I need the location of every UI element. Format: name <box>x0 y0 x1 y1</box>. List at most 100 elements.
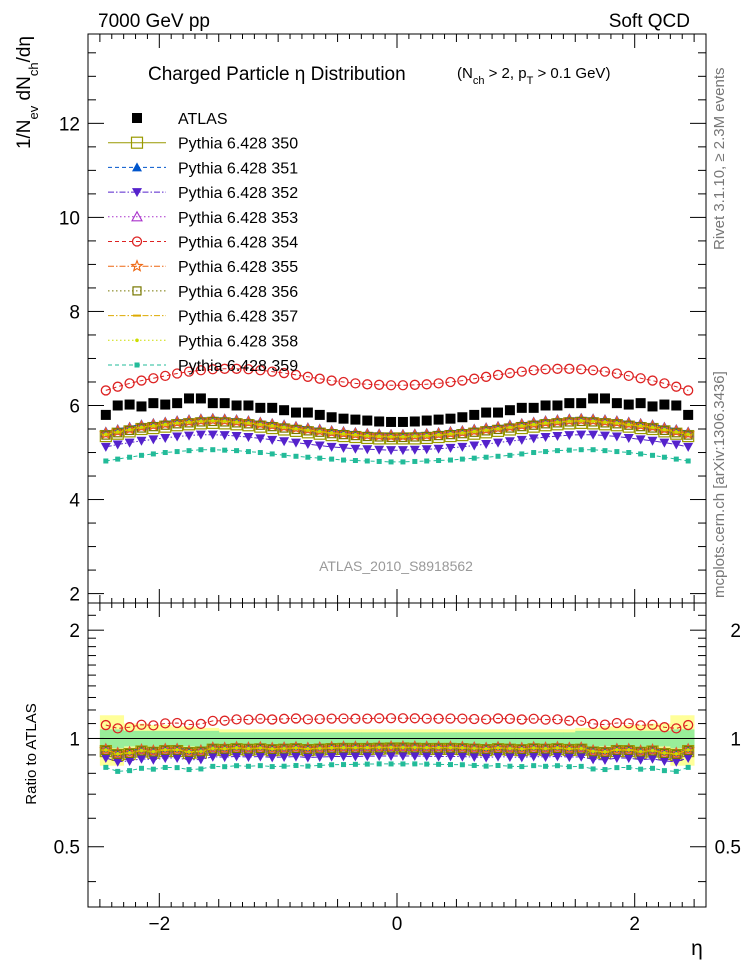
data-point <box>171 368 183 379</box>
data-point <box>362 445 373 455</box>
ratio-data-point <box>433 713 444 724</box>
ratio-data-point <box>362 752 373 762</box>
data-point <box>282 425 286 429</box>
data-point <box>326 375 337 386</box>
ratio-data-point <box>484 746 488 751</box>
data-point <box>290 438 301 448</box>
data-point <box>540 433 551 443</box>
data-point <box>376 458 382 464</box>
y-tick-label: 4 <box>69 491 80 512</box>
ratio-data-point <box>661 768 667 774</box>
data-point <box>599 393 610 404</box>
data-point <box>364 458 370 464</box>
data-point <box>623 399 634 410</box>
y-tick-label: 6 <box>69 396 80 417</box>
ratio-data-point <box>480 741 493 753</box>
ratio-data-point <box>171 742 184 754</box>
ratio-data-point <box>258 746 263 750</box>
ratio-data-point <box>313 741 326 752</box>
data-point <box>160 433 171 443</box>
data-point <box>219 398 230 409</box>
data-point <box>338 413 349 424</box>
legend-marker <box>131 236 143 247</box>
data-point <box>127 454 133 460</box>
data-point <box>564 398 575 409</box>
data-point <box>222 447 228 453</box>
y-tick-label: 8 <box>69 302 80 323</box>
chart-title-cut: (Nch > 2, pT > 0.1 GeV) <box>457 65 610 87</box>
ratio-data-point <box>527 740 540 752</box>
ratio-data-point <box>234 746 239 750</box>
ratio-data-point <box>147 744 160 756</box>
ratio-data-point <box>424 761 430 767</box>
ratio-data-point <box>175 747 179 752</box>
ratio-data-point <box>397 752 408 762</box>
ratio-data-point <box>686 748 690 752</box>
ratio-data-point <box>329 745 334 750</box>
ratio-data-point <box>579 746 584 751</box>
data-point <box>564 363 575 374</box>
ratio-data-point <box>111 746 124 758</box>
ratio-data-point <box>413 745 417 750</box>
legend-label: Pythia 6.428 352 <box>178 185 298 202</box>
ratio-data-point <box>659 722 670 733</box>
data-point <box>174 449 180 455</box>
ratio-data-point <box>421 713 432 724</box>
ratio-data-point <box>243 752 254 762</box>
data-point <box>401 434 405 439</box>
ratio-data-point <box>540 714 551 725</box>
legend-entry: Pythia 6.428 357 <box>108 309 298 326</box>
data-point <box>400 459 406 465</box>
data-point <box>385 380 397 391</box>
legend-label: Pythia 6.428 356 <box>178 284 298 301</box>
ratio-data-point <box>302 753 313 763</box>
data-point <box>528 365 539 376</box>
data-point <box>294 426 298 431</box>
ratio-data-point <box>234 763 240 769</box>
data-point <box>136 436 147 446</box>
data-point <box>245 449 251 455</box>
ratio-data-point <box>104 748 108 752</box>
legend-entry: Pythia 6.428 350 <box>108 136 298 153</box>
data-point <box>469 409 480 420</box>
data-point <box>341 457 347 463</box>
ratio-data-point <box>293 763 299 769</box>
ratio-data-point <box>671 757 682 767</box>
ratio-data-point <box>456 740 469 752</box>
data-point <box>362 415 373 426</box>
legend-label: Pythia 6.428 358 <box>178 333 298 350</box>
ratio-data-point <box>163 747 168 752</box>
ratio-data-point <box>127 751 132 755</box>
ratio-data-point <box>635 720 646 731</box>
ratio-data-point <box>504 752 515 762</box>
data-point <box>267 402 278 413</box>
ratio-data-point <box>457 752 468 762</box>
ratio-data-point <box>647 754 658 764</box>
ratio-data-point <box>242 741 255 753</box>
data-point <box>302 407 313 418</box>
ratio-data-point <box>626 764 632 770</box>
ratio-data-point <box>504 713 516 724</box>
data-point <box>471 455 477 461</box>
ratio-data-point <box>602 767 608 773</box>
data-point <box>447 457 453 463</box>
ratio-data-point <box>255 752 266 762</box>
data-point <box>635 373 646 384</box>
ratio-data-point <box>282 746 286 751</box>
ratio-data-point <box>135 743 148 755</box>
ratio-data-point <box>103 764 109 770</box>
data-point <box>314 409 325 420</box>
legend-entry: ATLAS <box>132 111 228 128</box>
data-point <box>374 416 385 427</box>
data-point <box>492 369 504 381</box>
ratio-data-point <box>528 752 539 762</box>
data-point <box>124 438 135 448</box>
data-point <box>350 444 361 454</box>
data-point <box>184 431 195 441</box>
ratio-data-point <box>531 763 537 769</box>
ratio-data-point <box>362 713 373 724</box>
ratio-data-point <box>567 746 572 751</box>
data-point <box>338 376 349 388</box>
data-point <box>493 438 504 448</box>
ratio-data-point <box>492 713 504 724</box>
